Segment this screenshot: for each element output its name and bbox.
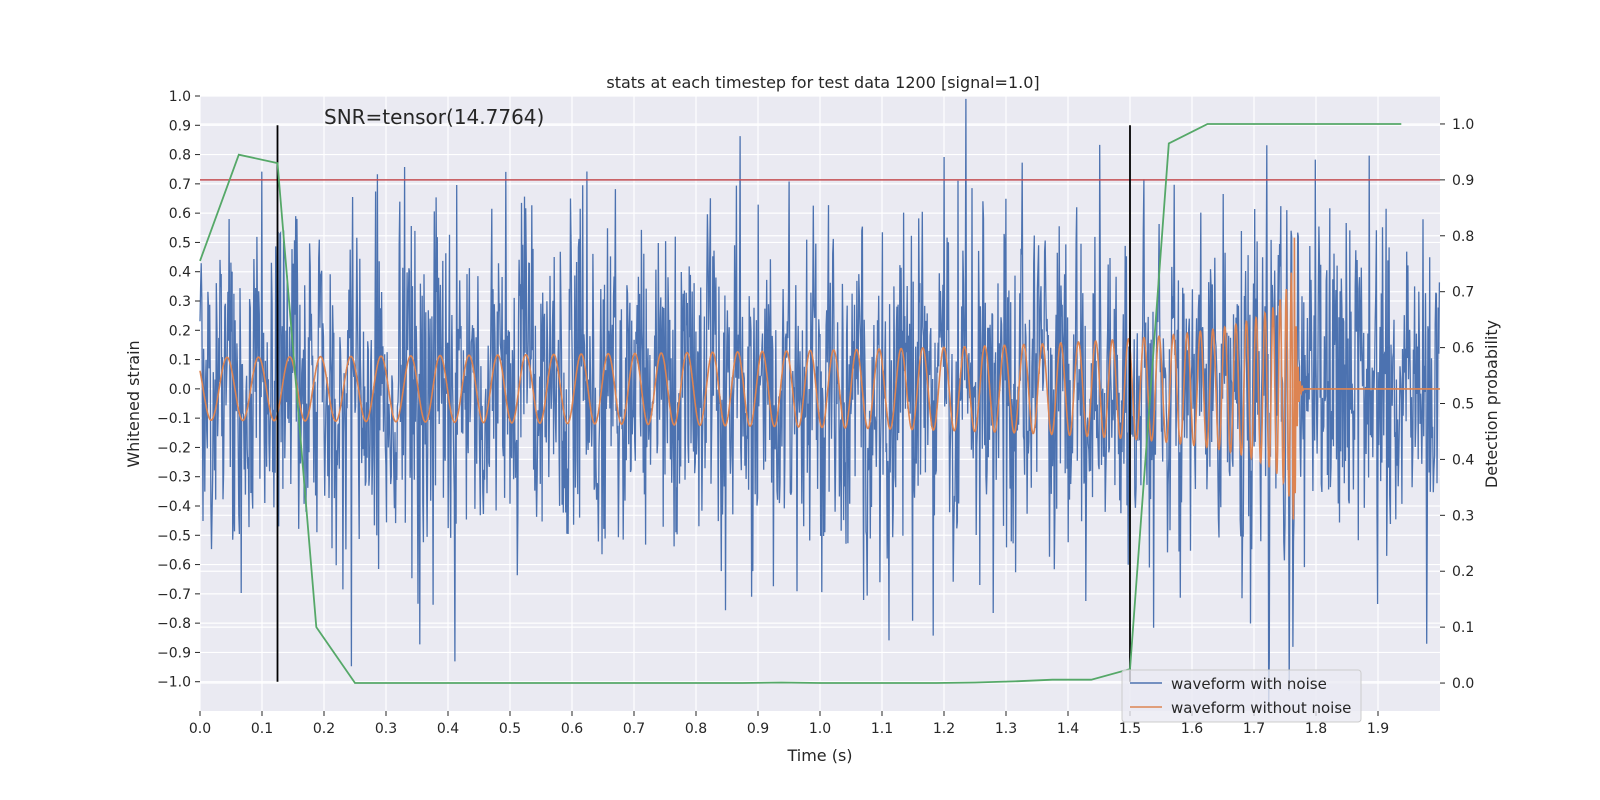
y-tick-label: −0.7 bbox=[157, 587, 191, 603]
legend-label-clean: waveform without noise bbox=[1171, 699, 1351, 717]
detection-probability-line bbox=[199, 123, 1402, 684]
y2-tick-label: 0.5 bbox=[1452, 397, 1474, 413]
y-tick-label: −1.0 bbox=[157, 675, 191, 691]
x-tick-label: 0.3 bbox=[375, 721, 397, 737]
y-tick-label: −0.2 bbox=[157, 440, 191, 456]
y-tick-label: 0.4 bbox=[169, 265, 191, 281]
y2-tick-label: 0.8 bbox=[1452, 229, 1474, 245]
x-axis-label: Time (s) bbox=[786, 746, 852, 765]
legend-label-noise: waveform with noise bbox=[1171, 675, 1327, 693]
y-axis-label: Whitened strain bbox=[124, 340, 143, 467]
x-tick-label: 1.7 bbox=[1243, 721, 1265, 737]
y-tick-label: 0.5 bbox=[169, 235, 191, 251]
noisy-waveform-line bbox=[199, 98, 1441, 709]
y2-tick-label: 1.0 bbox=[1452, 117, 1474, 133]
x-tick-label: 0.7 bbox=[623, 721, 645, 737]
x-tick-label: 0.6 bbox=[561, 721, 583, 737]
y-tick-label: 0.8 bbox=[169, 148, 191, 164]
y2-axis-label: Detection probability bbox=[1482, 320, 1501, 488]
x-tick-label: 0.9 bbox=[747, 721, 769, 737]
y2-tick-label: 0.1 bbox=[1452, 620, 1474, 636]
x-tick-label: 1.5 bbox=[1119, 721, 1141, 737]
y-tick-label: 0.3 bbox=[169, 294, 191, 310]
y2-tick-label: 0.4 bbox=[1452, 452, 1474, 468]
y-tick-label: −0.3 bbox=[157, 470, 191, 486]
x-tick-label: 1.6 bbox=[1181, 721, 1203, 737]
y2-tick-label: 0.3 bbox=[1452, 508, 1474, 524]
y-tick-label: −0.5 bbox=[157, 528, 191, 544]
x-tick-label: 1.3 bbox=[995, 721, 1017, 737]
y-tick-label: 0.2 bbox=[169, 323, 191, 339]
plot-series bbox=[199, 98, 1441, 709]
x-tick-label: 1.9 bbox=[1367, 721, 1389, 737]
y-tick-label: 1.0 bbox=[169, 89, 191, 105]
y-tick-label: 0.6 bbox=[169, 206, 191, 222]
legend-box bbox=[1121, 669, 1362, 723]
x-tick-label: 1.4 bbox=[1057, 721, 1079, 737]
y-tick-label: −0.1 bbox=[157, 411, 191, 427]
snr-annotation: SNR=tensor(14.7764) bbox=[324, 105, 544, 129]
y-tick-label: −0.8 bbox=[157, 616, 191, 632]
y2-tick-label: 0.7 bbox=[1452, 285, 1474, 301]
x-tick-label: 1.8 bbox=[1305, 721, 1327, 737]
x-tick-label: 0.8 bbox=[685, 721, 707, 737]
y-tick-label: −0.6 bbox=[157, 558, 191, 574]
x-tick-label: 0.4 bbox=[437, 721, 459, 737]
y2-tick-label: 0.6 bbox=[1452, 341, 1474, 357]
x-tick-label: 1.0 bbox=[809, 721, 831, 737]
axes: 0.0 0.1 0.2 0.3 0.4 0.5 0.6 0.7 0.8 0.9 1.0 1.1 1.2 1… bbox=[157, 89, 1474, 737]
x-tick-label: 0.5 bbox=[499, 721, 521, 737]
x-tick-label: 1.2 bbox=[933, 721, 955, 737]
y-tick-label: 0.1 bbox=[169, 353, 191, 369]
chart-title: stats at each timestep for test data 120… bbox=[606, 73, 1039, 92]
x-tick-label: 0.2 bbox=[313, 721, 335, 737]
x-tick-label: 0.1 bbox=[251, 721, 273, 737]
y2-tick-label: 0.0 bbox=[1452, 676, 1474, 692]
y-tick-label: −0.4 bbox=[157, 499, 191, 515]
y-tick-label: 0.9 bbox=[169, 118, 191, 134]
clean-waveform-line bbox=[199, 237, 1440, 520]
x-tick-label: 0.0 bbox=[189, 721, 211, 737]
y-tick-label: 0.7 bbox=[169, 177, 191, 193]
y2-tick-label: 0.2 bbox=[1452, 564, 1474, 580]
y-tick-label: −0.9 bbox=[157, 645, 191, 661]
y2-tick-label: 0.9 bbox=[1452, 173, 1474, 189]
x-tick-label: 1.1 bbox=[871, 721, 893, 737]
legend: waveform with noise waveform without noi… bbox=[1121, 669, 1362, 723]
y-tick-label: 0.0 bbox=[169, 382, 191, 398]
